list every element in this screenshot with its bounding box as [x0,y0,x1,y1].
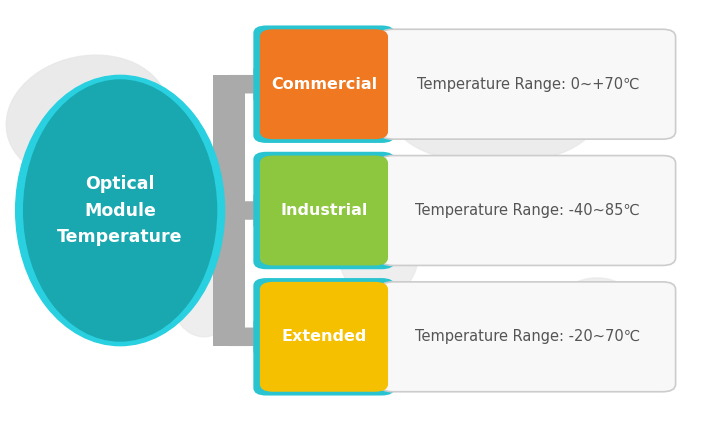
FancyBboxPatch shape [260,155,388,266]
FancyBboxPatch shape [213,75,245,346]
Text: Temperature Range: 0~+70℃: Temperature Range: 0~+70℃ [416,77,639,92]
Text: Extended: Extended [281,329,367,344]
Polygon shape [229,321,269,353]
Ellipse shape [339,206,419,299]
FancyBboxPatch shape [253,25,395,143]
Ellipse shape [393,72,597,164]
Text: Optical
Module
Temperature: Optical Module Temperature [58,175,183,246]
Text: Temperature Range: -40~85℃: Temperature Range: -40~85℃ [416,203,640,218]
FancyBboxPatch shape [380,155,676,266]
FancyBboxPatch shape [260,29,388,139]
Ellipse shape [284,53,371,116]
Ellipse shape [15,75,225,346]
FancyBboxPatch shape [253,152,395,269]
Text: Temperature Range: -20~70℃: Temperature Range: -20~70℃ [415,329,641,344]
Ellipse shape [23,80,217,341]
FancyBboxPatch shape [217,328,229,346]
FancyBboxPatch shape [380,282,676,392]
Polygon shape [229,68,269,100]
Polygon shape [217,195,269,226]
FancyBboxPatch shape [260,282,388,392]
FancyBboxPatch shape [217,75,229,93]
Text: Commercial: Commercial [271,77,377,92]
Ellipse shape [7,55,168,181]
Text: Industrial: Industrial [280,203,368,218]
FancyBboxPatch shape [380,29,676,139]
FancyBboxPatch shape [253,278,395,396]
Ellipse shape [171,253,237,337]
Ellipse shape [561,278,633,328]
